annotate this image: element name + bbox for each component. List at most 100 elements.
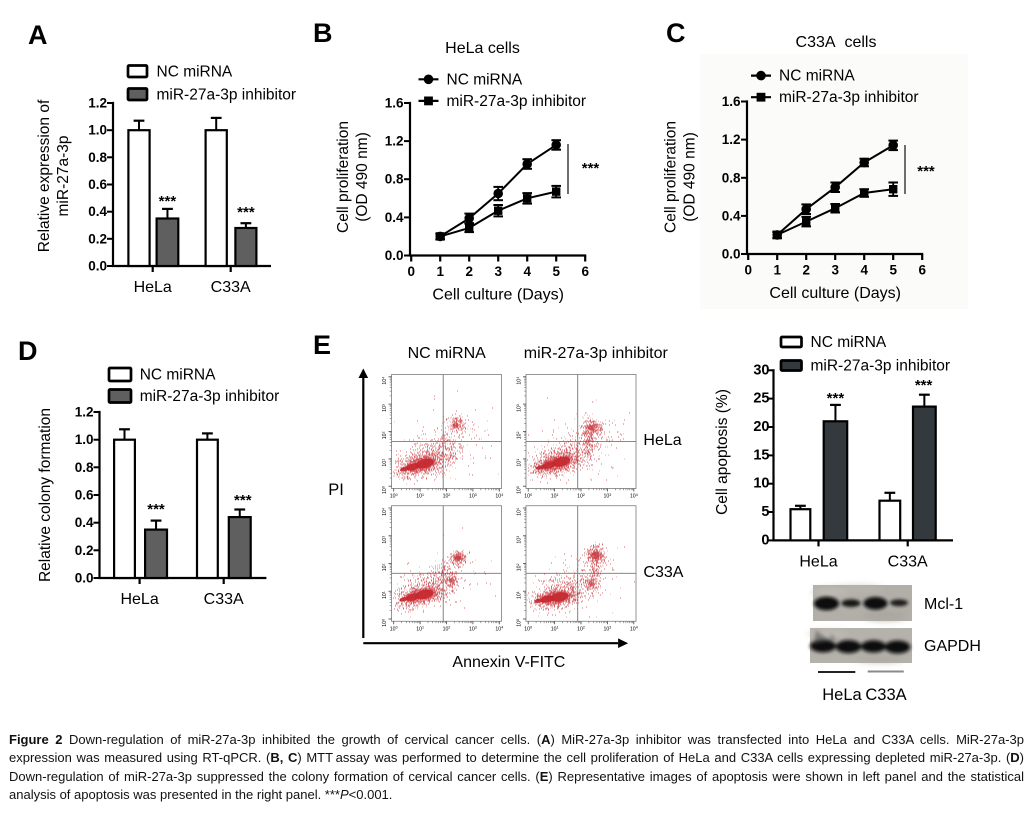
svg-text:NC miRNA: NC miRNA — [408, 345, 487, 362]
svg-text:0.4: 0.4 — [385, 210, 404, 225]
svg-text:0.2: 0.2 — [75, 543, 94, 558]
svg-text:***: *** — [917, 163, 935, 180]
svg-text:D: D — [18, 336, 38, 366]
svg-text:Mcl-1: Mcl-1 — [924, 596, 963, 613]
svg-text:101: 101 — [416, 493, 424, 500]
svg-text:miR-27a-3p inhibitor: miR-27a-3p inhibitor — [524, 345, 669, 362]
svg-text:***: *** — [237, 204, 255, 221]
svg-text:Relative colony formation: Relative colony formation — [37, 408, 54, 582]
svg-text:A: A — [28, 20, 48, 50]
svg-text:0.8: 0.8 — [75, 460, 94, 475]
svg-text:miR-27a-3p inhibitor: miR-27a-3p inhibitor — [811, 358, 951, 375]
svg-text:104: 104 — [630, 493, 638, 500]
svg-text:101: 101 — [516, 591, 523, 599]
svg-text:1.0: 1.0 — [88, 123, 107, 138]
svg-text:0.4: 0.4 — [722, 208, 741, 223]
svg-text:101: 101 — [551, 493, 559, 500]
svg-text:104: 104 — [495, 626, 503, 633]
svg-text:NC miRNA: NC miRNA — [140, 367, 216, 384]
svg-text:Cell proliferation: Cell proliferation — [663, 121, 680, 233]
svg-text:Relative expression of: Relative expression of — [36, 99, 53, 252]
svg-text:***: *** — [915, 377, 933, 394]
svg-text:1.0: 1.0 — [75, 432, 94, 447]
svg-text:103: 103 — [604, 626, 612, 633]
svg-text:0.6: 0.6 — [88, 177, 107, 192]
svg-text:HeLa: HeLa — [134, 279, 172, 296]
svg-text:Cell proliferation: Cell proliferation — [335, 121, 352, 233]
svg-text:103: 103 — [516, 404, 523, 412]
svg-text:2: 2 — [802, 263, 810, 278]
svg-text:miR-27a-3p inhibitor: miR-27a-3p inhibitor — [157, 86, 297, 103]
svg-text:1.2: 1.2 — [88, 96, 107, 111]
svg-text:1.6: 1.6 — [722, 94, 741, 109]
svg-text:1.2: 1.2 — [385, 134, 404, 149]
svg-text:1: 1 — [773, 263, 781, 278]
svg-text:100: 100 — [516, 486, 523, 494]
svg-text:0.2: 0.2 — [88, 231, 107, 246]
svg-text:100: 100 — [524, 493, 532, 500]
svg-text:C33A: C33A — [643, 564, 683, 581]
svg-text:5: 5 — [552, 264, 560, 279]
svg-text:15: 15 — [753, 447, 769, 463]
svg-text:miR-27a-3p inhibitor: miR-27a-3p inhibitor — [447, 93, 587, 110]
svg-text:HeLa: HeLa — [643, 432, 681, 449]
svg-text:103: 103 — [381, 404, 388, 412]
svg-text:103: 103 — [381, 536, 388, 544]
svg-text:102: 102 — [516, 432, 523, 440]
svg-text:104: 104 — [381, 508, 388, 516]
svg-text:0: 0 — [744, 263, 752, 278]
svg-text:C33A: C33A — [211, 279, 251, 296]
svg-text:0.0: 0.0 — [88, 259, 107, 274]
svg-text:102: 102 — [577, 626, 585, 633]
svg-text:0.6: 0.6 — [75, 488, 94, 503]
svg-text:E: E — [313, 330, 331, 360]
svg-text:0.0: 0.0 — [385, 248, 404, 263]
svg-text:(OD 490 nm): (OD 490 nm) — [682, 132, 699, 222]
svg-text:101: 101 — [551, 626, 559, 633]
svg-text:103: 103 — [516, 536, 523, 544]
svg-text:4: 4 — [523, 264, 531, 279]
svg-text:0.4: 0.4 — [75, 515, 94, 530]
svg-text:0: 0 — [761, 532, 769, 548]
svg-text:1.2: 1.2 — [722, 132, 741, 147]
svg-text:101: 101 — [381, 591, 388, 599]
svg-text:NC miRNA: NC miRNA — [157, 63, 233, 80]
svg-text:102: 102 — [577, 493, 585, 500]
svg-text:0.8: 0.8 — [385, 172, 404, 187]
svg-text:10: 10 — [753, 476, 769, 492]
svg-text:101: 101 — [416, 626, 424, 633]
svg-text:C33A cells: C33A cells — [796, 34, 877, 51]
svg-text:Cell apoptosis (%): Cell apoptosis (%) — [714, 389, 731, 515]
svg-text:C33A: C33A — [204, 591, 244, 608]
svg-text:B: B — [313, 18, 333, 48]
svg-text:103: 103 — [604, 493, 612, 500]
svg-text:C33A: C33A — [865, 686, 906, 704]
svg-text:PI: PI — [328, 481, 344, 499]
svg-text:***: *** — [827, 390, 845, 407]
svg-text:1: 1 — [436, 264, 444, 279]
svg-text:100: 100 — [524, 626, 532, 633]
svg-text:102: 102 — [443, 626, 451, 633]
svg-text:0.4: 0.4 — [88, 204, 107, 219]
svg-text:***: *** — [147, 501, 165, 518]
svg-text:100: 100 — [390, 626, 398, 633]
svg-text:3: 3 — [831, 263, 839, 278]
svg-text:5: 5 — [761, 504, 769, 520]
svg-text:1.6: 1.6 — [385, 96, 404, 111]
svg-text:0.0: 0.0 — [75, 571, 94, 586]
svg-text:103: 103 — [469, 626, 477, 633]
svg-text:miR-27a-3p inhibitor: miR-27a-3p inhibitor — [140, 388, 280, 405]
svg-text:102: 102 — [443, 493, 451, 500]
svg-text:100: 100 — [381, 619, 388, 627]
svg-text:3: 3 — [494, 264, 502, 279]
svg-text:HeLa: HeLa — [120, 591, 158, 608]
svg-text:HeLa: HeLa — [822, 686, 862, 704]
svg-text:6: 6 — [581, 264, 589, 279]
svg-text:1.2: 1.2 — [75, 405, 94, 420]
svg-text:6: 6 — [918, 263, 926, 278]
svg-text:100: 100 — [381, 486, 388, 494]
svg-text:102: 102 — [381, 564, 388, 572]
svg-text:0.0: 0.0 — [722, 247, 741, 262]
svg-text:104: 104 — [381, 377, 388, 385]
svg-text:104: 104 — [516, 508, 523, 516]
